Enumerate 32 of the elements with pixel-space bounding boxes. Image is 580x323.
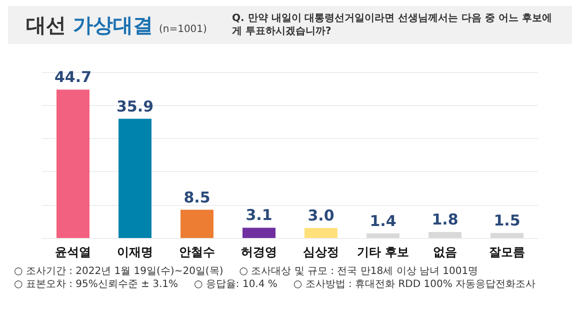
- data-label: 3.0: [308, 206, 334, 225]
- x-tick-label: 없음: [433, 245, 457, 259]
- data-label: 44.7: [54, 68, 92, 86]
- bar: [366, 233, 400, 238]
- text: ○ 표본오차 : 95%신뢰수준 ± 3.1%: [14, 279, 178, 291]
- x-tick-label: 허경영: [241, 245, 277, 259]
- text: ○ 조사대상 및 규모 : 전국 만18세 이상 남녀 1001명: [239, 266, 478, 278]
- data-label: 1.8: [432, 210, 458, 229]
- text: ○ 조사방법 : 휴대전화 RDD 100% 자동응답전화조사: [293, 279, 536, 291]
- bar: [118, 118, 152, 238]
- x-tick-label: 기타 후보: [356, 245, 410, 259]
- bar: [180, 210, 214, 238]
- bar: [428, 232, 462, 238]
- bar: [304, 228, 338, 238]
- data-label: 35.9: [116, 97, 154, 116]
- x-tick-label: 이재명: [117, 245, 153, 259]
- bar: [490, 233, 524, 238]
- text: ○ 응답율: 10.4 %: [194, 279, 278, 291]
- data-label: 8.5: [184, 188, 210, 206]
- x-tick-label: 심상정: [303, 245, 339, 259]
- chart-subtitle: (n=1001): [158, 24, 207, 34]
- x-tick-label: 잘모름: [489, 245, 525, 259]
- x-tick-label: 윤석열: [55, 245, 91, 259]
- chart-title: 대선 가상대결: [26, 12, 153, 36]
- bar: [242, 228, 276, 238]
- x-tick-label: 안철수: [179, 245, 215, 259]
- text: ○ 조사기간 : 2022년 1월 19일(수)~20일(목): [14, 266, 224, 278]
- data-label: 1.5: [494, 212, 520, 230]
- data-label: 3.1: [246, 206, 272, 224]
- bar: [56, 90, 90, 238]
- text: Q. 만약 내일이 대통령선거일이라면 선생님께서는 다음 중 어느 후보에게 투표하시겠습니까?: [232, 12, 554, 38]
- data-label: 1.4: [370, 212, 396, 230]
